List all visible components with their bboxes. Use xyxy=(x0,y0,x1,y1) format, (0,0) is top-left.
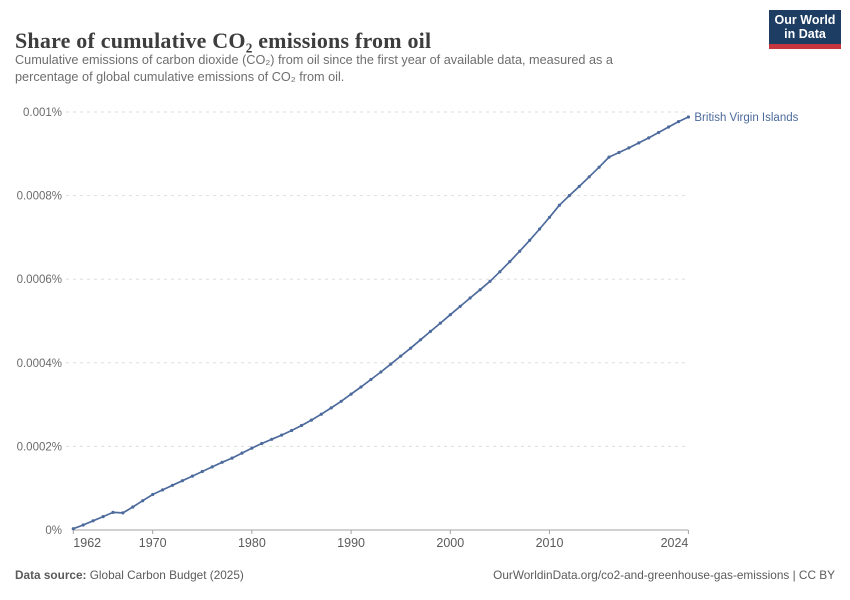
data-point-marker xyxy=(577,184,581,188)
data-point-marker xyxy=(309,418,313,422)
data-point-marker xyxy=(686,115,691,119)
data-point-marker xyxy=(270,437,274,441)
data-point-marker xyxy=(448,313,452,317)
data-point-marker xyxy=(260,441,264,446)
data-source-label: Data source: xyxy=(15,568,87,582)
data-point-marker xyxy=(667,125,671,129)
x-axis-tick-label: 1990 xyxy=(337,536,365,550)
data-point-marker xyxy=(557,203,562,207)
x-axis-tick-label: 1980 xyxy=(238,536,266,550)
data-point-marker xyxy=(200,469,204,474)
chart-line xyxy=(73,116,689,530)
data-point-marker xyxy=(567,194,571,198)
chart-svg[interactable]: 0% 0.0002% 0.0004% 0.0006% 0.0008% 0.001% 1962… xyxy=(0,100,850,560)
data-point-marker xyxy=(547,215,552,219)
data-source-value: Global Carbon Budget (2025) xyxy=(86,568,244,582)
data-point-marker xyxy=(676,120,681,124)
data-point-marker xyxy=(141,499,145,503)
data-point-marker xyxy=(161,488,165,492)
owid-logo[interactable]: Our World in Data xyxy=(769,10,841,49)
data-point-marker xyxy=(418,338,423,342)
data-point-marker xyxy=(290,428,294,433)
data-point-marker xyxy=(359,385,363,389)
data-point-marker xyxy=(151,492,155,497)
data-point-marker xyxy=(240,451,244,455)
data-point-marker xyxy=(389,362,393,366)
data-point-marker xyxy=(528,238,532,242)
data-point-marker xyxy=(379,370,383,374)
data-point-marker xyxy=(478,288,482,292)
x-axis-tick-label: 2024 xyxy=(661,536,689,550)
data-point-marker xyxy=(647,136,651,140)
data-point-marker xyxy=(458,304,462,308)
y-axis-tick-label: 0% xyxy=(45,525,62,537)
page-title: Share of cumulative CO₂ emissions from o… xyxy=(15,27,432,53)
data-point-marker xyxy=(101,515,105,519)
data-point-marker xyxy=(369,377,373,382)
data-point-marker xyxy=(617,150,621,155)
y-axis-tick-label: 0.0008% xyxy=(17,191,62,203)
data-point-marker xyxy=(468,296,472,300)
data-point-marker xyxy=(230,456,234,460)
data-point-marker xyxy=(637,141,641,145)
x-axis-tick-label: 1962 xyxy=(73,536,101,550)
data-point-marker xyxy=(627,146,631,150)
data-point-marker xyxy=(498,270,502,274)
data-point-marker xyxy=(210,465,214,469)
subtitle-line-1: Cumulative emissions of carbon dioxide (… xyxy=(15,53,613,67)
data-point-marker xyxy=(319,412,323,416)
owid-logo-line-1: Our World xyxy=(774,13,836,27)
data-point-marker xyxy=(111,510,115,514)
data-point-marker xyxy=(329,406,333,410)
y-axis-tick-label: 0.0006% xyxy=(17,274,62,286)
data-point-marker xyxy=(538,227,542,231)
data-point-marker xyxy=(587,175,591,179)
data-point-marker xyxy=(81,523,85,527)
x-axis-tick-label: 1970 xyxy=(139,536,167,550)
data-point-marker xyxy=(299,423,304,428)
data-source: Data source: Global Carbon Budget (2025) xyxy=(15,568,244,582)
data-point-marker xyxy=(220,460,224,464)
data-point-marker xyxy=(508,260,512,264)
data-point-marker xyxy=(339,399,343,403)
data-point-marker xyxy=(250,446,254,450)
data-point-marker xyxy=(518,249,522,253)
y-axis-tick-label: 0.0004% xyxy=(17,358,62,370)
data-point-marker xyxy=(428,329,433,333)
y-axis-tick-label: 0.001% xyxy=(23,107,62,119)
data-point-marker xyxy=(607,155,611,159)
data-point-marker xyxy=(190,474,194,478)
data-point-marker xyxy=(349,392,353,396)
data-point-marker xyxy=(657,130,661,135)
data-point-marker xyxy=(280,433,284,437)
data-point-marker xyxy=(409,346,413,350)
series-entity-label: British Virgin Islands xyxy=(694,112,798,124)
line-chart[interactable]: 0% 0.0002% 0.0004% 0.0006% 0.0008% 0.001% 1962… xyxy=(0,100,850,560)
data-point-marker xyxy=(488,279,492,283)
data-point-marker xyxy=(91,519,95,523)
data-point-marker xyxy=(597,165,601,169)
credit-link[interactable]: OurWorldinData.org/co2-and-greenhouse-ga… xyxy=(493,568,835,582)
chart-footer: Data source: Global Carbon Budget (2025)… xyxy=(15,568,835,582)
chart-subtitle: Cumulative emissions of carbon dioxide (… xyxy=(15,52,735,86)
y-axis-tick-label: 0.0002% xyxy=(17,441,62,453)
data-point-marker xyxy=(131,505,135,509)
data-point-marker xyxy=(399,354,403,358)
data-point-marker xyxy=(71,527,75,531)
subtitle-line-2: percentage of global cumulative emission… xyxy=(15,70,345,84)
x-axis-tick-label: 2000 xyxy=(436,536,464,550)
data-point-marker xyxy=(438,321,442,325)
data-point-marker xyxy=(121,511,125,515)
x-axis-tick-label: 2010 xyxy=(536,536,564,550)
owid-logo-line-2: in Data xyxy=(784,27,826,41)
data-point-marker xyxy=(170,483,175,487)
data-point-marker xyxy=(180,479,184,483)
